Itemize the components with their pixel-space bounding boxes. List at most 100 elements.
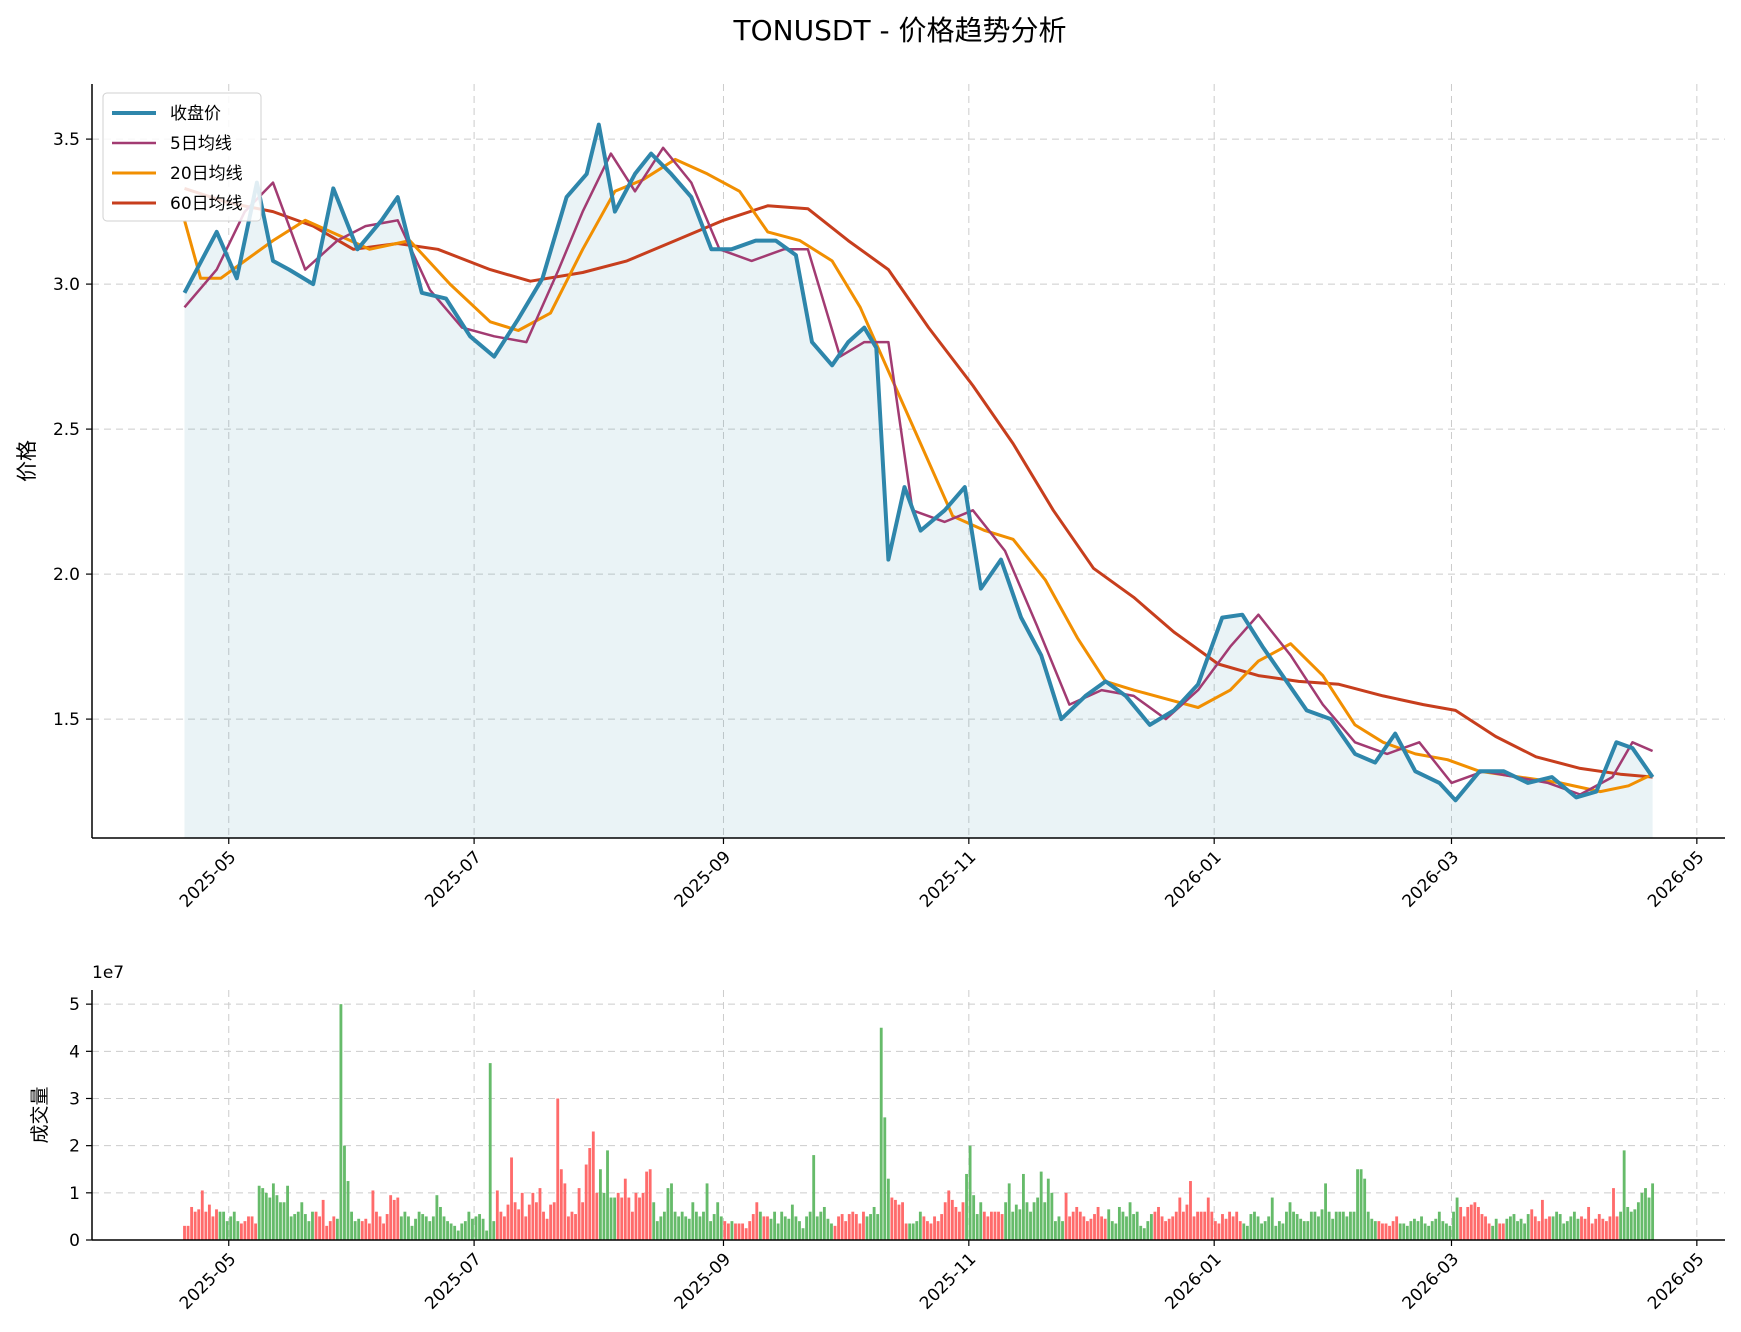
- volume-bar-352: [1434, 1218, 1438, 1240]
- volume-bar-70: [431, 1216, 435, 1240]
- volume-bar-77: [456, 1230, 460, 1240]
- volume-bar-204: [908, 1223, 912, 1240]
- volume-bar-125: [627, 1197, 631, 1240]
- volume-bar-22: [261, 1188, 265, 1240]
- volume-bar-253: [1082, 1216, 1086, 1240]
- volume-bar-61: [399, 1216, 403, 1240]
- volume-bar-177: [812, 1155, 816, 1240]
- volume-bar-148: [709, 1221, 713, 1240]
- volume-bar-195: [876, 1214, 880, 1240]
- volume-bar-234: [1014, 1204, 1018, 1240]
- volume-bar-239: [1032, 1202, 1036, 1240]
- volume-bar-392: [1576, 1218, 1580, 1240]
- volume-bar-242: [1043, 1202, 1047, 1240]
- volume-bar-49: [357, 1218, 361, 1240]
- volume-bar-385: [1551, 1216, 1555, 1240]
- volume-bar-341: [1395, 1216, 1399, 1240]
- vol-xtick-label-4: 2026-01: [1161, 1249, 1225, 1313]
- volume-bar-104: [552, 1202, 556, 1240]
- price-area-fill: [184, 124, 1653, 839]
- volume-bar-320: [1320, 1209, 1324, 1240]
- price-xtick-label-3: 2025-11: [916, 847, 980, 911]
- volume-bar-178: [815, 1216, 819, 1240]
- volume-bar-57: [385, 1214, 389, 1240]
- volume-bar-123: [620, 1197, 624, 1240]
- volume-bar-332: [1363, 1178, 1367, 1240]
- volume-bar-0: [183, 1225, 186, 1240]
- volume-bar-321: [1324, 1183, 1327, 1240]
- volume-bar-360: [1462, 1216, 1466, 1240]
- volume-bar-129: [641, 1192, 645, 1240]
- volume-bar-1: [186, 1225, 190, 1240]
- volume-bar-317: [1309, 1211, 1313, 1240]
- volume-bar-198: [886, 1178, 890, 1240]
- volume-bar-339: [1388, 1225, 1391, 1240]
- volume-bar-311: [1288, 1202, 1292, 1240]
- volume-bar-168: [780, 1211, 784, 1240]
- volume-bar-112: [581, 1202, 585, 1240]
- volume-bar-384: [1548, 1216, 1551, 1240]
- volume-bar-137: [670, 1183, 673, 1240]
- volume-bar-276: [1164, 1221, 1168, 1240]
- volume-bar-305: [1267, 1216, 1271, 1240]
- volume-bar-111: [577, 1188, 581, 1240]
- volume-bar-244: [1050, 1192, 1054, 1240]
- volume-bar-402: [1612, 1188, 1615, 1240]
- volume-bar-82: [474, 1216, 478, 1240]
- volume-bar-7: [207, 1204, 211, 1240]
- volume-bar-346: [1413, 1218, 1416, 1240]
- volume-bar-27: [279, 1202, 282, 1240]
- volume-bar-353: [1437, 1211, 1441, 1240]
- volume-bar-302: [1256, 1216, 1260, 1240]
- price-series-line-0: [182, 122, 1655, 803]
- volume-bar-361: [1466, 1206, 1470, 1240]
- volume-bar-395: [1587, 1206, 1591, 1240]
- volume-bar-310: [1285, 1211, 1288, 1240]
- volume-bar-34: [303, 1214, 307, 1240]
- volume-bar-165: [769, 1218, 773, 1240]
- volume-bar-180: [822, 1206, 826, 1240]
- volume-bar-58: [389, 1195, 393, 1240]
- volume-bar-228: [993, 1211, 997, 1240]
- volume-bar-298: [1242, 1223, 1246, 1240]
- volume-bar-40: [325, 1225, 329, 1240]
- volume-bar-303: [1260, 1223, 1263, 1240]
- volume-bar-372: [1505, 1218, 1509, 1240]
- volume-bar-390: [1569, 1216, 1573, 1240]
- volume-bar-173: [798, 1221, 801, 1240]
- volume-bar-74: [446, 1221, 449, 1240]
- volume-bar-391: [1572, 1211, 1576, 1240]
- volume-bar-288: [1206, 1197, 1210, 1240]
- volume-bar-31: [293, 1214, 297, 1240]
- volume-bar-42: [332, 1216, 336, 1240]
- volume-bar-39: [321, 1199, 325, 1240]
- volume-bar-11: [222, 1211, 226, 1240]
- volume-bar-383: [1544, 1218, 1548, 1240]
- volume-bar-92: [510, 1157, 513, 1240]
- volume-bar-238: [1029, 1211, 1032, 1240]
- volume-bar-376: [1519, 1218, 1523, 1240]
- price-panel: 1.5 2.0 2.5 3.0 3.5 2025-05 2025-07 2025-09 2025…: [15, 84, 1725, 912]
- volume-bar-161: [755, 1202, 759, 1240]
- volume-bar-357: [1452, 1211, 1455, 1240]
- volume-bar-142: [687, 1218, 691, 1240]
- volume-bar-167: [776, 1223, 780, 1240]
- volume-bar-150: [716, 1202, 720, 1240]
- volume-bar-355: [1445, 1223, 1448, 1240]
- volume-bar-159: [748, 1221, 752, 1240]
- volume-bar-155: [734, 1223, 737, 1240]
- volume-bar-24: [268, 1197, 272, 1240]
- price-series-lines: [182, 122, 1655, 803]
- volume-bar-101: [542, 1211, 545, 1240]
- volume-bar-380: [1533, 1216, 1537, 1240]
- volume-bar-190: [858, 1223, 862, 1240]
- volume-bar-262: [1114, 1223, 1118, 1240]
- volume-bar-73: [442, 1216, 446, 1240]
- volume-bar-236: [1022, 1173, 1025, 1240]
- volume-bar-38: [318, 1216, 322, 1240]
- volume-bar-319: [1317, 1216, 1320, 1240]
- volume-bar-80: [467, 1211, 471, 1240]
- volume-bar-64: [410, 1225, 414, 1240]
- volume-bar-160: [751, 1214, 755, 1240]
- volume-bar-182: [830, 1223, 833, 1240]
